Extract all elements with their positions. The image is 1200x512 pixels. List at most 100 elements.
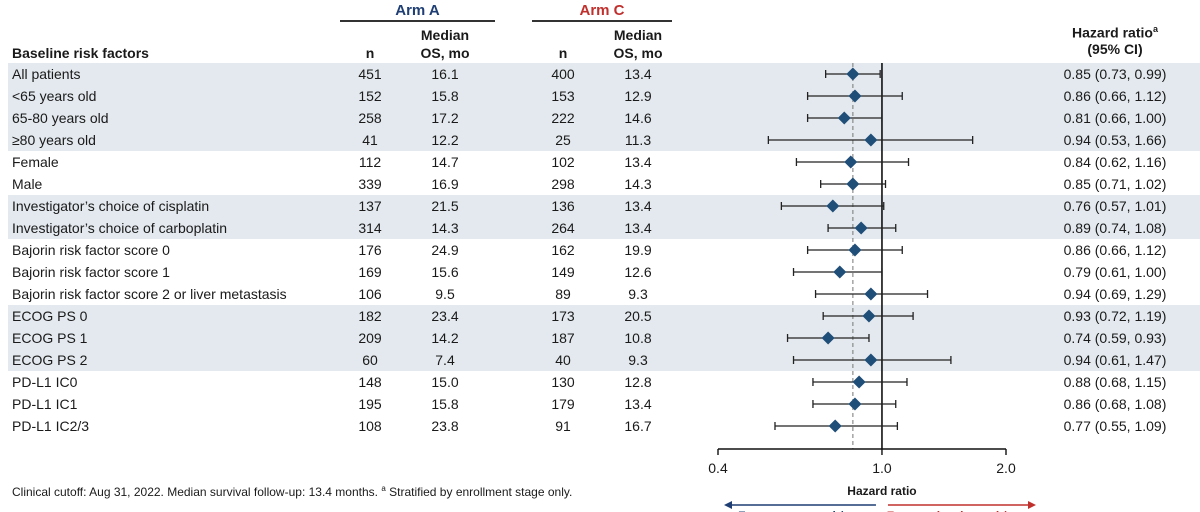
arm-a-os-value: 15.6 [431, 264, 459, 280]
row-band [8, 129, 1200, 151]
arm-c-os-value: 13.4 [624, 396, 652, 412]
hr-point [833, 265, 847, 279]
hr-point [848, 243, 862, 257]
row-label: PD-L1 IC1 [12, 396, 78, 412]
row-band [8, 217, 1200, 239]
hr-ci-value: 0.93 (0.72, 1.19) [1063, 308, 1167, 324]
arm-a-n-value: 152 [358, 88, 382, 104]
hr-ci-value: 0.77 (0.55, 1.09) [1063, 418, 1167, 434]
hr-ci-value: 0.81 (0.66, 1.00) [1063, 110, 1167, 126]
arm-a-os-value: 16.1 [431, 66, 459, 82]
hr-ci-value: 0.79 (0.61, 1.00) [1063, 264, 1167, 280]
arm-c-os-value: 13.4 [624, 220, 652, 236]
arm-a-n-value: 169 [358, 264, 382, 280]
hr-point [846, 67, 860, 81]
arm-a-os-value: 14.7 [431, 154, 459, 170]
row-label: Investigator’s choice of carboplatin [12, 220, 228, 236]
row-label: <65 years old [12, 88, 97, 104]
footnote-text: Clinical cutoff: Aug 31, 2022. Median su… [12, 485, 378, 499]
hr-ci-value: 0.94 (0.53, 1.66) [1063, 132, 1167, 148]
hr-ci-value: 0.94 (0.69, 1.29) [1063, 286, 1167, 302]
row-band [8, 305, 1200, 327]
arm-c-os-value: 12.9 [624, 88, 652, 104]
row-label: Investigator’s choice of cisplatin [12, 198, 210, 214]
arm-a-n-value: 176 [358, 242, 382, 258]
arm-a-os-value: 17.2 [431, 110, 459, 126]
arm-a-n-value: 148 [358, 374, 382, 390]
arm-a-os-value: 23.8 [431, 418, 459, 434]
arm-c-os-value: 19.9 [624, 242, 652, 258]
row-band [8, 85, 1200, 107]
row-band [8, 327, 1200, 349]
hr-header-sup: a [1152, 24, 1158, 34]
hr-ci-value: 0.89 (0.74, 1.08) [1063, 220, 1167, 236]
arm-a-title: Arm A [395, 2, 440, 19]
arm-c-n-value: 89 [555, 286, 571, 302]
footnote: Clinical cutoff: Aug 31, 2022. Median su… [12, 484, 572, 499]
arm-c-n-value: 179 [551, 396, 575, 412]
arm-c-os-value: 11.3 [624, 132, 652, 148]
row-label: Bajorin risk factor score 1 [12, 264, 170, 280]
hr-ci-value: 0.84 (0.62, 1.16) [1063, 154, 1167, 170]
arm-a-n-value: 182 [358, 308, 382, 324]
arm-a-os-header-2: OS, mo [420, 45, 470, 61]
arm-a-n-value: 451 [358, 66, 382, 82]
arm-c-n-header: n [558, 45, 568, 61]
arm-c-n-value: 136 [551, 198, 575, 214]
hr-ci-value: 0.94 (0.61, 1.47) [1063, 352, 1167, 368]
hr-ci-value: 0.88 (0.68, 1.15) [1063, 374, 1167, 390]
row-label: Female [12, 154, 59, 170]
hr-point [844, 155, 858, 169]
arm-c-n-value: 91 [555, 418, 571, 434]
hr-point [862, 309, 876, 323]
hr-point [864, 133, 878, 147]
hr-point [821, 331, 835, 345]
arm-a-os-header-1: Median [420, 27, 470, 43]
risk-factors-header: Baseline risk factors [12, 45, 149, 61]
hr-point [848, 397, 862, 411]
hr-point [826, 199, 840, 213]
arm-c-os-value: 14.3 [624, 176, 652, 192]
arm-a-os-value: 9.5 [435, 286, 455, 302]
arm-c-n-value: 153 [551, 88, 575, 104]
arm-c-os-header-2: OS, mo [613, 45, 663, 61]
hr-ci-value: 0.86 (0.68, 1.08) [1063, 396, 1167, 412]
arm-c-os-value: 20.5 [624, 308, 652, 324]
arm-c-n-value: 298 [551, 176, 575, 192]
hr-ci-value: 0.76 (0.57, 1.01) [1063, 198, 1167, 214]
arm-a-n-value: 41 [362, 132, 378, 148]
hr-header-2: (95% CI) [1087, 41, 1143, 57]
arm-a-n-value: 258 [358, 110, 382, 126]
arm-c-underline [532, 20, 672, 22]
arm-c-os-value: 12.8 [624, 374, 652, 390]
row-band [8, 107, 1200, 129]
row-label: Bajorin risk factor score 0 [12, 242, 170, 258]
hr-ci-value: 0.74 (0.59, 0.93) [1063, 330, 1167, 346]
arm-c-n-value: 173 [551, 308, 575, 324]
arm-c-os-value: 12.6 [624, 264, 652, 280]
hr-point [854, 221, 868, 235]
arm-a-n-value: 195 [358, 396, 382, 412]
arm-a-os-value: 15.8 [431, 396, 459, 412]
footnote-sup: a [381, 484, 386, 493]
arm-c-os-value: 10.8 [624, 330, 652, 346]
row-label: ECOG PS 0 [12, 308, 88, 324]
arm-a-os-value: 15.8 [431, 88, 459, 104]
arm-c-n-value: 400 [551, 66, 575, 82]
arm-c-os-value: 13.4 [624, 66, 652, 82]
row-label: PD-L1 IC0 [12, 374, 78, 390]
row-label: 65-80 years old [12, 110, 109, 126]
row-label: ECOG PS 1 [12, 330, 88, 346]
hr-point [864, 287, 878, 301]
x-tick-label: 2.0 [996, 460, 1016, 476]
arm-a-n-value: 339 [358, 176, 382, 192]
arm-c-n-value: 25 [555, 132, 571, 148]
arm-c-n-value: 222 [551, 110, 575, 126]
row-label: Bajorin risk factor score 2 or liver met… [12, 286, 287, 302]
arm-c-n-value: 130 [551, 374, 575, 390]
hr-point [828, 419, 842, 433]
arm-a-os-value: 24.9 [431, 242, 459, 258]
arm-c-os-value: 9.3 [628, 352, 648, 368]
arm-a-underline [340, 20, 495, 22]
